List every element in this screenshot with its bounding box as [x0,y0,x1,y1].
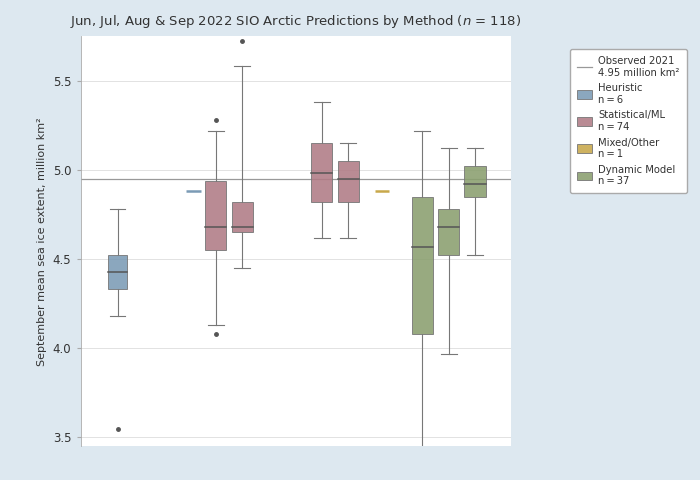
Bar [232,202,253,232]
Bar [311,143,332,202]
Bar [205,180,227,250]
Legend: Observed 2021
4.95 million km², Heuristic
n = 6, Statistical/ML
n = 74, Mixed/Ot: Observed 2021 4.95 million km², Heuristi… [570,49,687,193]
Bar [337,161,358,202]
Bar [412,197,433,334]
Bar [108,255,127,289]
Bar [465,166,486,197]
Title: Jun, Jul, Aug & Sep 2022 SIO Arctic Predictions by Method ($n$ = 118): Jun, Jul, Aug & Sep 2022 SIO Arctic Pred… [70,13,522,30]
Bar [438,209,459,255]
Y-axis label: September mean sea ice extent, million km²: September mean sea ice extent, million k… [37,117,48,365]
